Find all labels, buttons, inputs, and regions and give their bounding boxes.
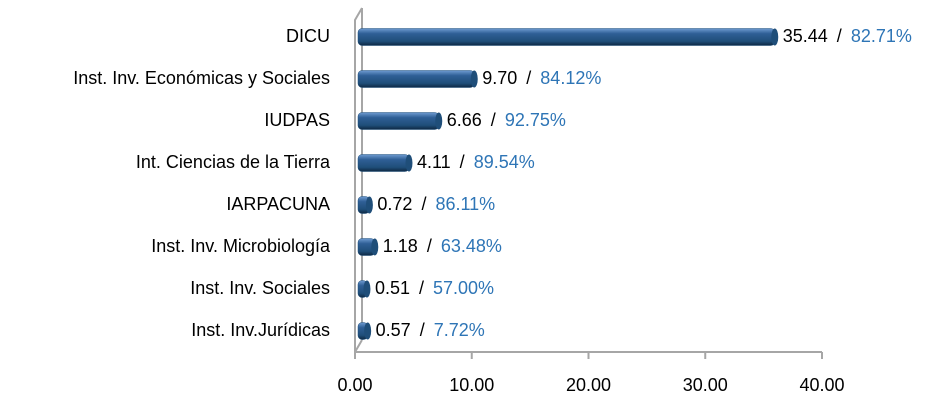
share-label: 82.71% <box>851 26 912 46</box>
y-tick-label: Inst. Inv. Microbiología <box>151 236 331 256</box>
share-label: 84.12% <box>540 68 601 88</box>
bar-cap <box>364 322 372 340</box>
share-label: 57.00% <box>433 278 494 298</box>
bar <box>357 112 440 130</box>
bar-cap <box>771 28 779 46</box>
label-separator: / <box>837 26 842 46</box>
data-label: 4.11 / 89.54% <box>417 152 535 172</box>
data-label: 35.44 / 82.71% <box>783 26 912 46</box>
x-tick-label: 30.00 <box>683 375 728 395</box>
bar-cap <box>371 238 379 256</box>
label-separator: / <box>419 278 424 298</box>
value-label: 6.66 <box>447 110 482 130</box>
label-separator: / <box>420 320 425 340</box>
value-label: 0.72 <box>377 194 412 214</box>
bar-cap <box>363 280 371 298</box>
value-label: 4.11 <box>417 152 451 172</box>
x-tick-label: 20.00 <box>566 375 611 395</box>
value-label: 0.57 <box>376 320 411 340</box>
axis-corner <box>354 339 363 353</box>
label-separator: / <box>421 194 426 214</box>
y-tick-label: Inst. Inv. Sociales <box>190 278 330 298</box>
y-tick-label: Inst. Inv.Jurídicas <box>191 320 330 340</box>
bar <box>357 154 410 172</box>
y-tick-label: Inst. Inv. Económicas y Sociales <box>73 68 330 88</box>
y-tick-label: Int. Ciencias de la Tierra <box>136 152 331 172</box>
share-label: 86.11% <box>435 194 495 214</box>
value-label: 35.44 <box>783 26 828 46</box>
label-separator: / <box>427 236 432 256</box>
data-label: 0.57 / 7.72% <box>376 320 485 340</box>
label-separator: / <box>526 68 531 88</box>
bar-cap <box>405 154 413 172</box>
y-tick-label: IARPACUNA <box>226 194 330 214</box>
share-label: 92.75% <box>505 110 566 130</box>
share-label: 63.48% <box>441 236 502 256</box>
x-tick-label: 0.00 <box>337 375 372 395</box>
label-separator: / <box>491 110 496 130</box>
value-label: 1.18 <box>383 236 418 256</box>
share-label: 89.54% <box>474 152 535 172</box>
data-label: 0.51 / 57.00% <box>375 278 494 298</box>
share-label: 7.72% <box>434 320 485 340</box>
bar <box>357 28 776 46</box>
bar-cap <box>470 70 478 88</box>
bar-cap <box>435 112 443 130</box>
y-tick-label: IUDPAS <box>264 110 330 130</box>
value-label: 0.51 <box>375 278 410 298</box>
x-tick-label: 10.00 <box>449 375 494 395</box>
data-label: 1.18 / 63.48% <box>383 236 502 256</box>
data-label: 6.66 / 92.75% <box>447 110 566 130</box>
y-tick-label: DICU <box>286 26 330 46</box>
label-separator: / <box>460 152 465 172</box>
axis-line <box>354 7 822 353</box>
value-label: 9.70 <box>482 68 517 88</box>
bar-cap <box>365 196 373 214</box>
data-label: 9.70 / 84.12% <box>482 68 601 88</box>
x-tick-label: 40.00 <box>799 375 844 395</box>
data-label: 0.72 / 86.11% <box>377 194 495 214</box>
bar <box>357 70 475 88</box>
